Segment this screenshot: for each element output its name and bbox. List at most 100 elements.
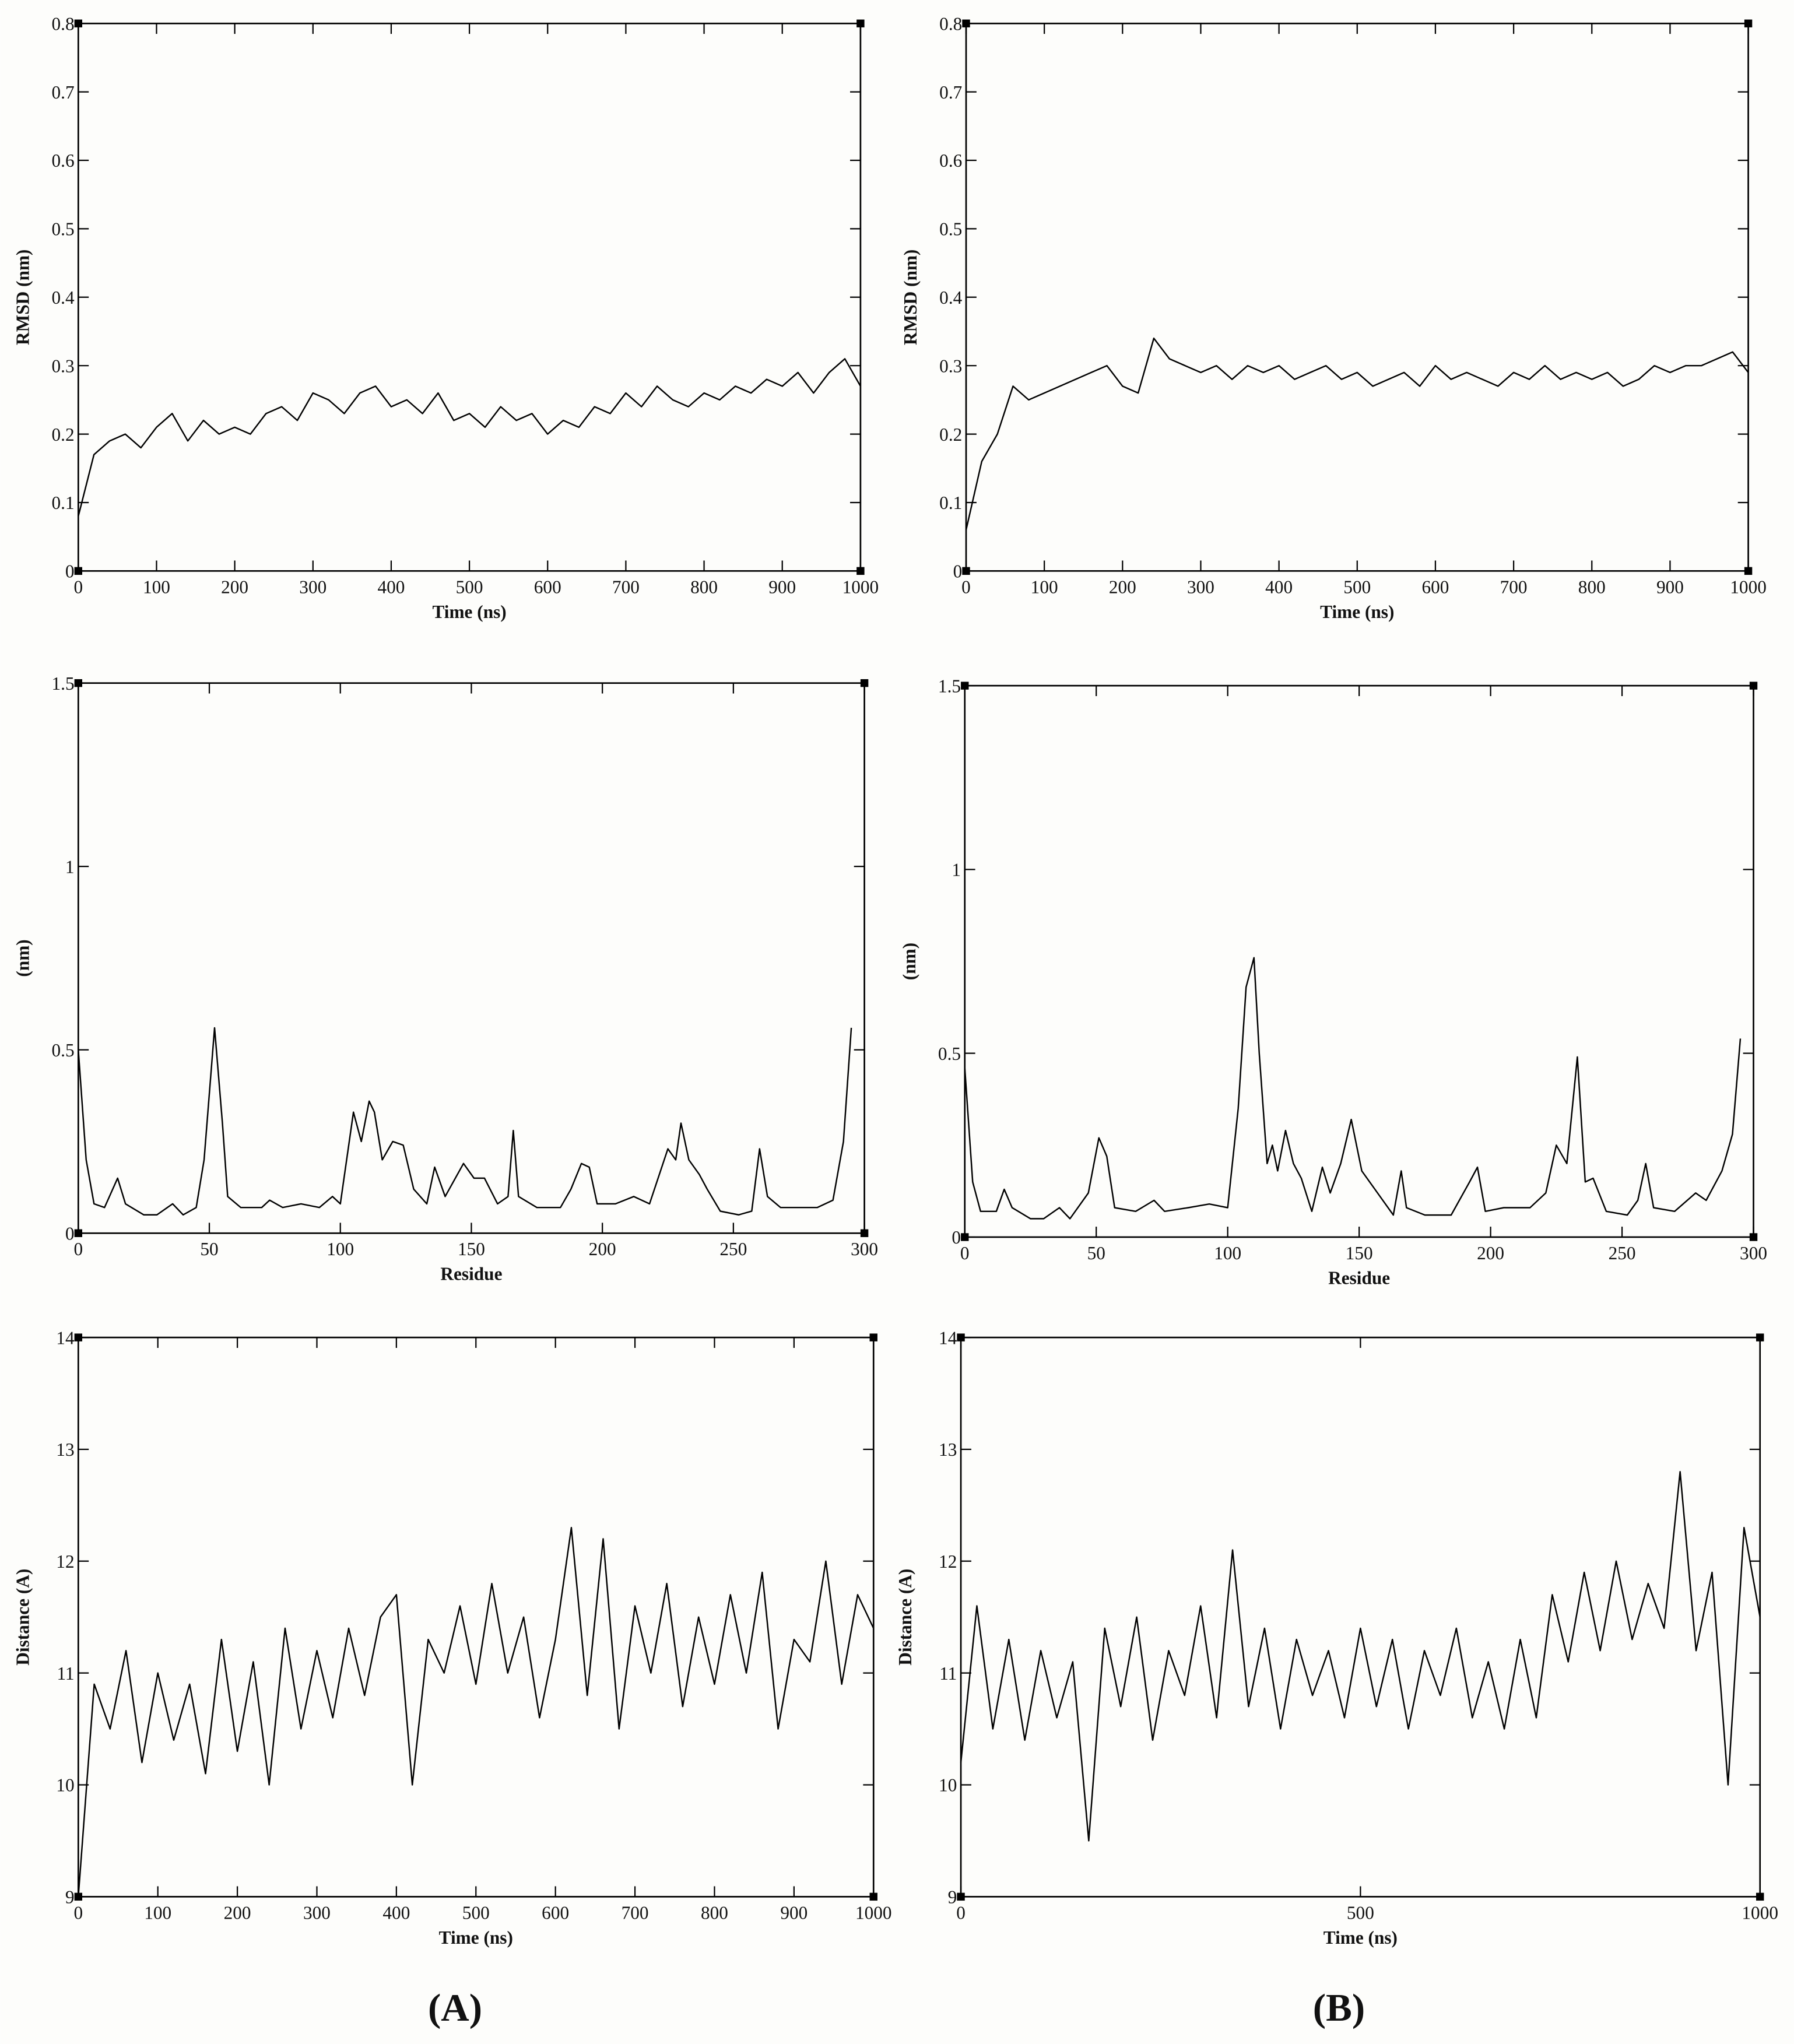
x-tick-label: 500 bbox=[1343, 577, 1371, 597]
plot-area bbox=[960, 1336, 1761, 1898]
y-tick-label: 11 bbox=[57, 1663, 74, 1684]
y-tick-label: 0 bbox=[952, 1227, 961, 1248]
corner-marker bbox=[1756, 1333, 1764, 1341]
corner-marker bbox=[1749, 682, 1758, 690]
x-tick-label: 150 bbox=[458, 1239, 485, 1259]
corner-marker bbox=[856, 19, 865, 27]
x-axis-label: Time (ns) bbox=[1323, 1927, 1398, 1948]
corner-marker bbox=[869, 1333, 877, 1341]
y-tick-label: 0.1 bbox=[939, 493, 962, 513]
x-tick-label: 900 bbox=[768, 577, 796, 597]
corner-marker bbox=[1756, 1892, 1764, 1901]
y-tick-label: 0 bbox=[953, 561, 963, 582]
x-tick-label: 200 bbox=[1477, 1243, 1504, 1263]
y-axis-label: RMSD (nm) bbox=[900, 250, 921, 345]
y-tick-label: 0.5 bbox=[51, 219, 74, 240]
x-tick-label: 600 bbox=[1421, 577, 1449, 597]
data-line bbox=[965, 338, 1749, 531]
y-tick-label: 0.8 bbox=[939, 13, 962, 34]
x-tick-label: 400 bbox=[1265, 577, 1293, 597]
y-tick-label: 0.2 bbox=[939, 424, 962, 445]
x-tick-label: 1000 bbox=[855, 1902, 892, 1923]
corner-marker bbox=[74, 567, 83, 575]
y-tick-label: 12 bbox=[56, 1551, 74, 1572]
x-axis-label: Time (ns) bbox=[1320, 602, 1394, 622]
x-tick-label: 1000 bbox=[1742, 1902, 1778, 1923]
corner-marker bbox=[856, 567, 865, 575]
panel-label: (B) bbox=[1313, 1986, 1365, 2029]
y-tick-label: 0.5 bbox=[51, 1040, 74, 1060]
x-tick-label: 100 bbox=[1031, 577, 1058, 597]
corner-marker bbox=[74, 1333, 83, 1341]
x-tick-label: 900 bbox=[780, 1902, 808, 1923]
y-tick-label: 0.2 bbox=[51, 424, 74, 445]
y-tick-label: 0.4 bbox=[51, 287, 74, 308]
x-tick-label: 0 bbox=[956, 1902, 966, 1923]
x-tick-label: 250 bbox=[719, 1239, 747, 1259]
data-line bbox=[78, 1027, 852, 1216]
y-tick-label: 11 bbox=[939, 1663, 957, 1684]
y-tick-label: 0 bbox=[65, 561, 75, 582]
y-tick-label: 0.3 bbox=[939, 356, 962, 376]
x-tick-label: 50 bbox=[1087, 1243, 1105, 1263]
x-tick-label: 150 bbox=[1346, 1243, 1373, 1263]
corner-marker bbox=[962, 567, 970, 575]
y-tick-label: 0.1 bbox=[51, 493, 74, 513]
y-tick-label: 0.4 bbox=[939, 287, 962, 308]
y-axis-label: (nm) bbox=[899, 943, 919, 980]
y-tick-label: 1.5 bbox=[938, 676, 961, 696]
corner-marker bbox=[74, 1229, 83, 1237]
x-tick-label: 500 bbox=[456, 577, 483, 597]
x-tick-label: 700 bbox=[622, 1902, 649, 1923]
x-tick-label: 800 bbox=[690, 577, 718, 597]
x-tick-label: 300 bbox=[299, 577, 326, 597]
y-tick-label: 9 bbox=[948, 1887, 957, 1908]
x-axis-label: Residue bbox=[1328, 1267, 1390, 1288]
x-axis-label: Time (ns) bbox=[432, 602, 506, 622]
plot-area bbox=[77, 22, 862, 572]
x-tick-label: 0 bbox=[73, 1239, 83, 1259]
x-tick-label: 500 bbox=[1347, 1902, 1374, 1923]
x-tick-label: 0 bbox=[961, 577, 971, 597]
corner-marker bbox=[1744, 567, 1753, 575]
y-axis-label: Distance (A) bbox=[12, 1569, 33, 1666]
plot-area bbox=[77, 1336, 875, 1898]
y-tick-label: 0.5 bbox=[938, 1044, 961, 1064]
x-tick-label: 800 bbox=[701, 1902, 728, 1923]
x-tick-label: 400 bbox=[382, 1902, 410, 1923]
y-axis-label: (nm) bbox=[12, 939, 33, 977]
x-tick-label: 1000 bbox=[842, 577, 879, 597]
panel-label: (A) bbox=[428, 1986, 482, 2029]
corner-marker bbox=[860, 1229, 869, 1237]
corner-marker bbox=[1749, 1233, 1758, 1241]
x-tick-label: 100 bbox=[1214, 1243, 1241, 1263]
y-tick-label: 1 bbox=[65, 856, 75, 877]
x-tick-label: 600 bbox=[534, 577, 561, 597]
x-tick-label: 100 bbox=[143, 577, 170, 597]
data-line bbox=[960, 1471, 1761, 1842]
y-axis-label: RMSD (nm) bbox=[12, 250, 33, 345]
corner-marker bbox=[962, 19, 970, 27]
corner-marker bbox=[74, 1892, 83, 1901]
x-tick-label: 200 bbox=[221, 577, 248, 597]
x-tick-label: 500 bbox=[462, 1902, 490, 1923]
corner-marker bbox=[961, 1233, 969, 1241]
x-tick-label: 400 bbox=[377, 577, 405, 597]
data-line bbox=[78, 358, 861, 517]
data-line bbox=[964, 957, 1742, 1220]
y-axis-label: Distance (A) bbox=[895, 1569, 915, 1666]
x-tick-label: 300 bbox=[1187, 577, 1214, 597]
x-tick-label: 300 bbox=[851, 1239, 878, 1259]
x-axis-label: Time (ns) bbox=[439, 1927, 513, 1948]
x-tick-label: 100 bbox=[326, 1239, 354, 1259]
x-tick-label: 800 bbox=[1578, 577, 1606, 597]
x-tick-label: 300 bbox=[1740, 1243, 1767, 1263]
y-tick-label: 14 bbox=[939, 1327, 957, 1348]
y-tick-label: 0.8 bbox=[51, 13, 74, 34]
plot-area bbox=[965, 22, 1749, 572]
plot-area bbox=[964, 684, 1754, 1238]
y-tick-label: 0.5 bbox=[939, 219, 962, 240]
y-tick-label: 10 bbox=[56, 1775, 74, 1796]
corner-marker bbox=[961, 682, 969, 690]
